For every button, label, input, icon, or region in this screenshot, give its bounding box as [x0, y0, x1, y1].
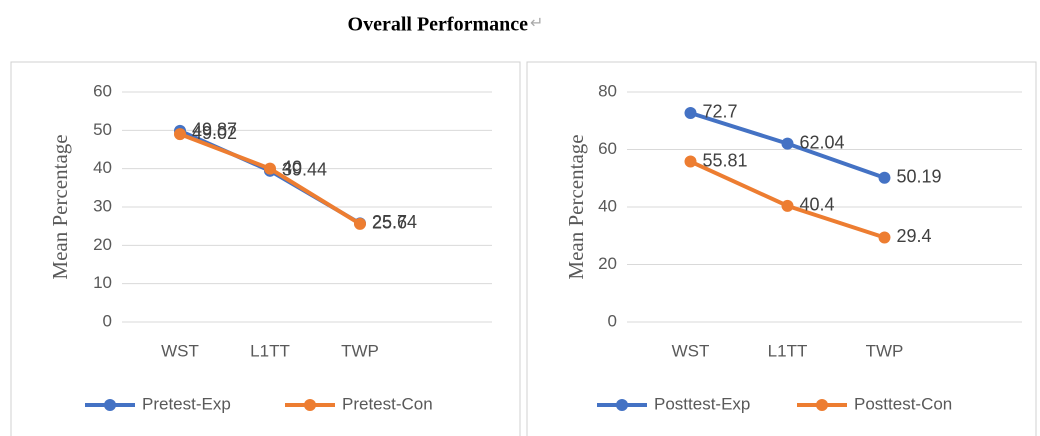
data-label: 49.02 — [192, 123, 237, 143]
point — [878, 231, 891, 244]
y-axis-label: Mean Percentage — [48, 134, 72, 279]
x-tick-label: WST — [161, 341, 199, 360]
point — [174, 128, 186, 141]
x-tick-label: L1TT — [768, 341, 808, 360]
y-tick-label: 10 — [93, 273, 112, 292]
x-tick-label: TWP — [341, 341, 379, 360]
data-label: 55.81 — [703, 150, 748, 170]
y-tick-label: 60 — [598, 139, 617, 158]
panel-frame — [10, 61, 521, 436]
data-label: 25.74 — [372, 212, 417, 232]
legend-marker — [616, 399, 628, 411]
data-label: 29.4 — [897, 226, 932, 246]
point — [354, 217, 366, 230]
data-label: 50.19 — [897, 166, 942, 186]
line — [689, 159, 886, 240]
y-tick-label: 80 — [598, 81, 617, 100]
point — [684, 106, 697, 119]
data-label: 49.87 — [192, 120, 237, 140]
legend-marker — [104, 399, 116, 411]
title-mark: ↵ — [530, 15, 543, 32]
legend-label: Posttest-Con — [854, 394, 952, 413]
point — [781, 199, 794, 212]
y-tick-label: 40 — [93, 158, 112, 177]
point — [264, 162, 276, 175]
y-tick-label: 50 — [93, 120, 112, 139]
y-tick-label: 20 — [93, 235, 112, 254]
point — [878, 171, 891, 184]
y-tick-label: 30 — [93, 196, 112, 215]
data-label: 40 — [282, 157, 302, 177]
legend-label: Pretest-Exp — [142, 394, 231, 413]
y-tick-label: 60 — [93, 81, 112, 100]
x-tick-label: L1TT — [250, 341, 290, 360]
data-label: 72.7 — [703, 102, 738, 122]
data-label: 62.04 — [800, 132, 845, 152]
legend-marker — [816, 399, 828, 411]
legend-label: Posttest-Exp — [654, 394, 750, 413]
y-axis-label: Mean Percentage — [564, 134, 588, 279]
data-label: 40.4 — [800, 195, 835, 215]
panel-frame — [526, 61, 1037, 436]
y-tick-label: 20 — [598, 254, 617, 273]
y-tick-label: 0 — [608, 311, 617, 330]
legend-marker — [304, 399, 316, 411]
legend-label: Pretest-Con — [342, 394, 433, 413]
data-label: 39.44 — [282, 160, 327, 180]
y-tick-label: 40 — [598, 196, 617, 215]
x-tick-label: TWP — [866, 341, 904, 360]
line — [179, 132, 362, 226]
point — [781, 137, 794, 150]
y-tick-label: 0 — [103, 311, 112, 330]
data-label: 25.6 — [372, 213, 407, 233]
figure-title: Overall Performance — [348, 14, 529, 36]
x-tick-label: WST — [672, 341, 710, 360]
point — [684, 155, 697, 168]
